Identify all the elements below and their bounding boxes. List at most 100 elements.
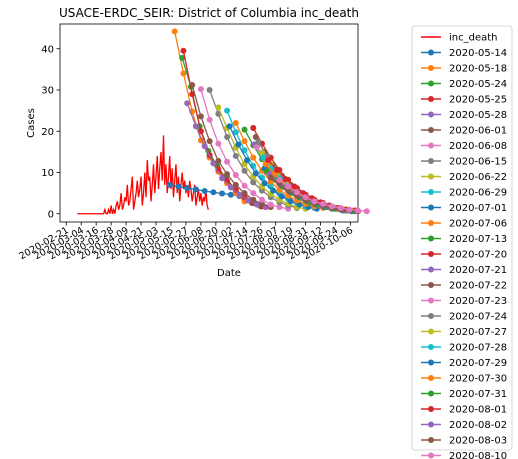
- forecast-point: [261, 180, 268, 187]
- y-tick-label: 20: [41, 127, 54, 138]
- forecast-point: [346, 206, 353, 213]
- legend-label: 2020-05-24: [449, 79, 507, 90]
- forecast-point: [235, 141, 242, 148]
- forecast-point: [250, 196, 257, 203]
- forecast-point: [320, 200, 327, 207]
- forecast-point: [192, 186, 199, 193]
- legend-marker: [428, 328, 434, 335]
- legend-item-2020-07-21: 2020-07-21: [421, 265, 507, 276]
- forecast-point: [252, 134, 259, 141]
- legend-marker: [428, 390, 434, 397]
- plot-frame: [59, 23, 359, 223]
- forecast-point: [236, 191, 243, 198]
- legend-label: 2020-08-03: [449, 436, 507, 447]
- forecast-point: [252, 170, 259, 177]
- forecast-point: [215, 157, 222, 164]
- forecast-point: [179, 54, 186, 61]
- legend-item-2020-08-03: 2020-08-03: [421, 436, 507, 447]
- forecast-point: [260, 154, 267, 161]
- legend-item-2020-05-18: 2020-05-18: [421, 64, 507, 75]
- forecast-point: [189, 82, 196, 89]
- legend-label: 2020-07-22: [449, 281, 507, 292]
- forecast-point: [210, 189, 217, 196]
- legend-marker: [428, 344, 434, 350]
- forecast-point: [254, 201, 260, 208]
- forecast-point: [232, 181, 239, 188]
- legend-label: 2020-06-29: [449, 188, 507, 199]
- legend-item-2020-07-29: 2020-07-29: [421, 358, 507, 369]
- forecast-point: [210, 160, 217, 167]
- forecast-point: [302, 194, 309, 201]
- legend-marker: [428, 452, 434, 459]
- legend-item-2020-07-23: 2020-07-23: [421, 296, 507, 307]
- legend-marker: [428, 251, 434, 257]
- y-tick-label: 40: [41, 44, 54, 55]
- legend-label: 2020-07-13: [449, 234, 507, 245]
- forecast-point: [363, 208, 370, 215]
- legend-label: 2020-05-14: [449, 48, 507, 59]
- forecast-point: [250, 190, 257, 197]
- forecast-point: [171, 28, 178, 35]
- forecast-point: [166, 181, 173, 188]
- legend-label: 2020-07-24: [449, 312, 507, 323]
- forecast-point: [224, 107, 231, 114]
- forecast-point: [201, 188, 208, 195]
- forecast-point: [215, 104, 222, 111]
- forecast-point: [291, 183, 298, 190]
- forecast-point: [215, 140, 222, 147]
- y-axis: 0 10 20 30 40: [41, 44, 60, 220]
- forecast-point: [226, 123, 233, 130]
- forecast-point: [232, 120, 239, 126]
- forecast-point: [285, 187, 292, 194]
- forecast-point: [267, 174, 274, 181]
- forecast-point: [258, 187, 265, 194]
- forecast-point: [273, 167, 280, 174]
- legend-marker: [428, 173, 434, 180]
- forecast-series-2020-08-10: [276, 176, 370, 215]
- forecast-point: [232, 171, 239, 178]
- forecast-point: [250, 124, 257, 131]
- forecast-point: [175, 183, 182, 190]
- y-tick-label: 10: [41, 168, 54, 179]
- forecast-point: [241, 190, 248, 197]
- forecast-series-2020-06-01: [189, 82, 274, 211]
- legend-label: 2020-08-02: [449, 420, 507, 431]
- legend-label: 2020-08-01: [449, 405, 507, 416]
- forecast-point: [241, 126, 248, 133]
- legend-marker: [428, 297, 434, 304]
- forecast-point: [219, 190, 226, 197]
- legend-label: 2020-07-06: [449, 219, 507, 230]
- forecast-line: [191, 84, 271, 208]
- legend-label: 2020-05-18: [449, 64, 507, 75]
- legend-label: 2020-06-15: [449, 157, 507, 168]
- forecast-point: [255, 138, 262, 145]
- forecast-point: [206, 138, 213, 145]
- legend-marker: [428, 421, 434, 428]
- forecast-point: [241, 182, 248, 189]
- legend-marker: [428, 189, 434, 195]
- forecast-point: [197, 113, 204, 120]
- legend-frame: [411, 25, 513, 451]
- legend-marker: [428, 220, 434, 226]
- legend-item-2020-08-01: 2020-08-01: [421, 405, 507, 416]
- forecast-point: [245, 197, 252, 204]
- legend-item-2020-06-01: 2020-06-01: [421, 126, 507, 137]
- forecast-point: [250, 179, 257, 186]
- forecast-point: [276, 204, 283, 211]
- legend: inc_death 2020-05-14 2020-05-18 2020-05-24 2…: [411, 25, 513, 459]
- forecast-point: [270, 187, 277, 194]
- legend-marker: [428, 406, 434, 412]
- legend-marker: [428, 282, 434, 288]
- forecast-point: [232, 129, 239, 136]
- forecast-point: [215, 166, 222, 173]
- y-tick-label: 0: [48, 209, 54, 220]
- forecast-series-2020-05-14: [166, 181, 243, 200]
- legend-marker: [428, 111, 434, 118]
- legend-item-2020-07-13: 2020-07-13: [421, 234, 507, 245]
- forecast-point: [267, 201, 274, 208]
- forecast-point: [224, 158, 231, 165]
- legend-label: 2020-07-20: [449, 250, 507, 261]
- forecast-point: [337, 204, 344, 211]
- legend-label: 2020-05-25: [449, 95, 507, 106]
- legend-label: 2020-06-22: [449, 172, 507, 183]
